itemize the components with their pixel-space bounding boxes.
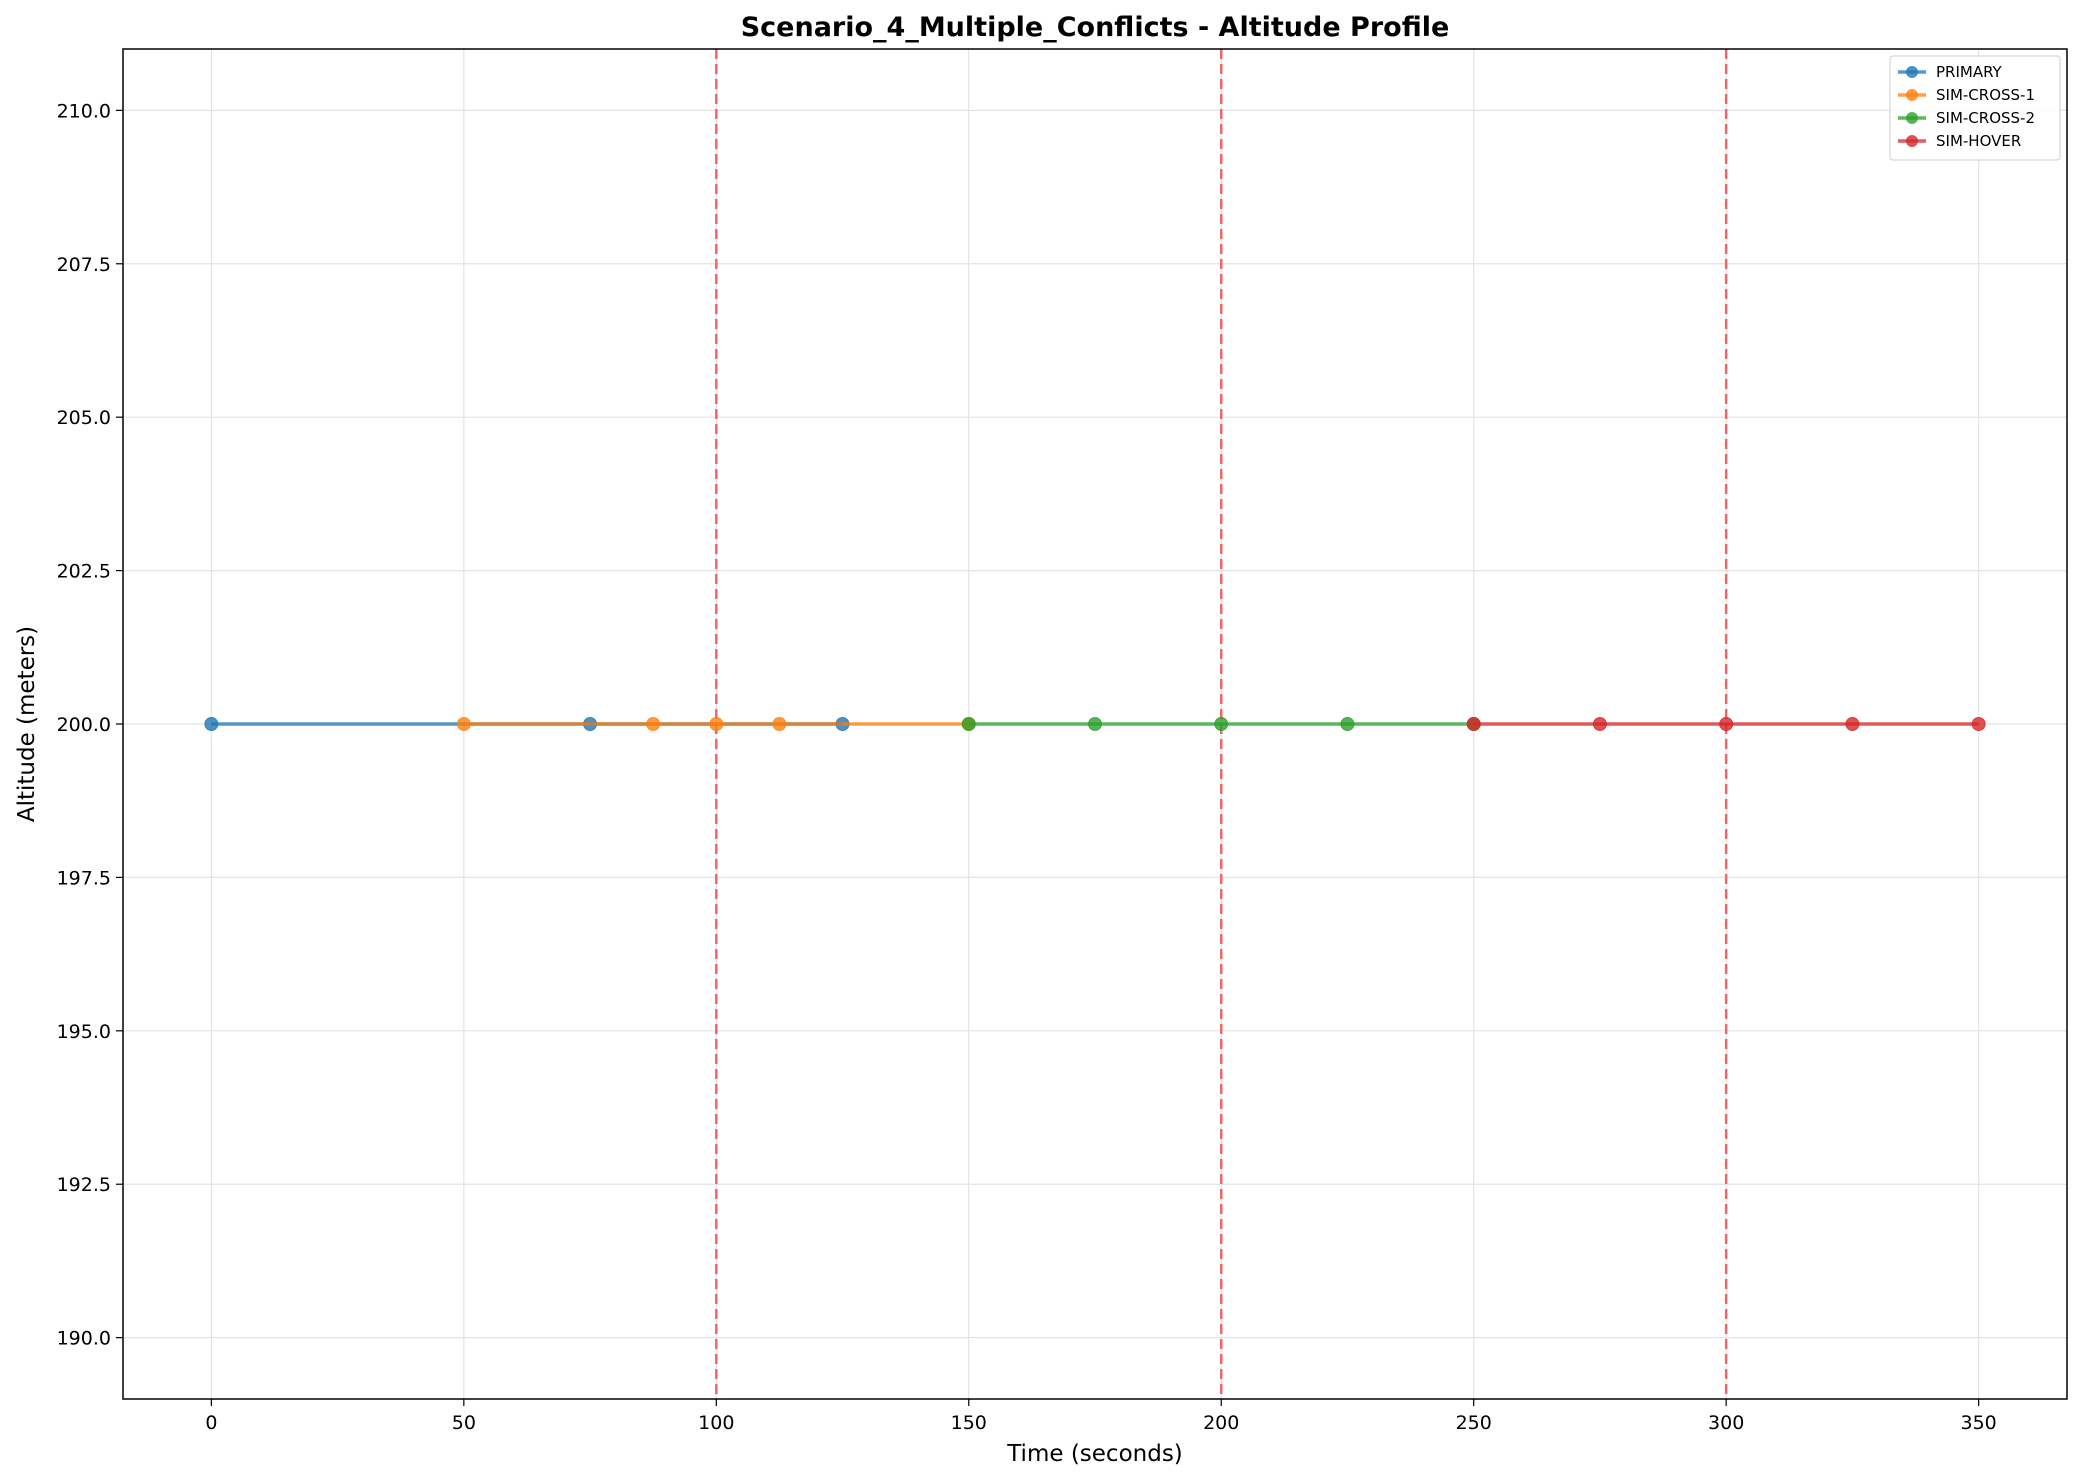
data-point [961, 717, 976, 731]
legend-marker [1906, 66, 1918, 78]
data-point [1340, 717, 1355, 731]
x-tick-label: 250 [1456, 1412, 1492, 1434]
legend: PRIMARY SIM-CROSS-1 SIM-CROSS-2 SIM-HOVER [1889, 55, 2061, 161]
data-point [646, 717, 661, 731]
y-tick-label: 190.0 [57, 1328, 111, 1350]
y-axis-label: Altitude (meters) [14, 626, 40, 822]
legend-label: SIM-CROSS-1 [1936, 86, 2035, 104]
data-point [456, 717, 471, 731]
y-axis-ticks: 190.0 192.5 195.0 197.5 200.0 202.5 205.0 207.5… [57, 100, 123, 1350]
y-tick-label: 192.5 [57, 1174, 111, 1196]
legend-label: SIM-HOVER [1936, 132, 2021, 150]
series-layer [204, 717, 1986, 731]
data-point [1088, 717, 1102, 731]
data-point [204, 717, 219, 731]
x-axis-label: Time (seconds) [1006, 1441, 1183, 1467]
x-tick-label: 350 [1961, 1412, 1997, 1434]
x-tick-label: 200 [1203, 1412, 1239, 1434]
data-point [1719, 717, 1734, 731]
legend-marker [1906, 135, 1918, 147]
x-tick-label: 150 [951, 1412, 987, 1434]
x-tick-label: 0 [205, 1412, 217, 1434]
legend-marker [1906, 112, 1918, 124]
data-point [1971, 717, 1986, 731]
chart-title: Scenario_4_Multiple_Conflicts - Altitude… [741, 12, 1450, 43]
legend-box [1889, 55, 2061, 161]
data-point [772, 717, 787, 731]
x-tick-label: 100 [698, 1412, 734, 1434]
y-tick-label: 210.0 [57, 100, 111, 122]
y-tick-label: 207.5 [57, 254, 111, 276]
y-tick-label: 197.5 [57, 867, 111, 889]
legend-marker [1906, 89, 1918, 101]
y-tick-label: 202.5 [57, 561, 111, 583]
x-tick-label: 300 [1708, 1412, 1744, 1434]
data-point [1592, 717, 1607, 731]
y-tick-label: 205.0 [57, 407, 111, 429]
y-tick-label: 200.0 [57, 714, 111, 736]
legend-label: SIM-CROSS-2 [1936, 109, 2035, 127]
x-axis-ticks: 0 50 100 150 200 250 300 350 [205, 1399, 1997, 1434]
x-tick-label: 50 [452, 1412, 476, 1434]
data-point [1845, 717, 1860, 731]
data-point [1214, 717, 1229, 731]
data-point [1466, 717, 1481, 731]
legend-label: PRIMARY [1936, 63, 2003, 81]
data-point [709, 717, 724, 731]
y-tick-label: 195.0 [57, 1021, 111, 1043]
